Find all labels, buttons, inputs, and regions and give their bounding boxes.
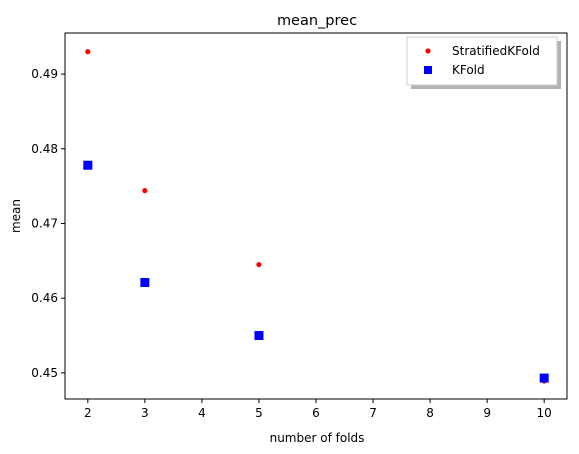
y-tick-label: 0.48 — [31, 142, 58, 156]
x-tick-label: 7 — [369, 406, 377, 420]
x-tick-label: 10 — [537, 406, 552, 420]
chart-title: mean_prec — [277, 13, 357, 29]
data-point-stratifiedkfold — [85, 49, 91, 55]
y-axis-ticks: 0.45 0.46 0.47 0.48 0.49 — [31, 67, 65, 380]
legend-label-kfold: KFold — [452, 63, 485, 77]
legend-label-stratifiedkfold: StratifiedKFold — [452, 44, 540, 58]
data-point-kfold — [140, 277, 150, 287]
data-point-stratifiedkfold — [256, 261, 262, 268]
y-axis-label: mean — [9, 199, 23, 233]
data-point-stratifiedkfold — [142, 188, 148, 194]
plot-area — [64, 32, 568, 400]
data-point-kfold — [539, 373, 549, 383]
x-tick-label: 3 — [141, 406, 149, 420]
x-tick-label: 6 — [312, 406, 320, 420]
data-point-kfold — [254, 331, 264, 341]
x-axis-ticks: 2 3 4 5 6 7 8 9 10 — [84, 399, 552, 420]
x-tick-label: 4 — [198, 406, 206, 420]
data-point-kfold — [83, 160, 93, 170]
data-points — [83, 49, 549, 384]
x-tick-label: 2 — [84, 406, 92, 420]
x-axis-label: number of folds — [270, 431, 365, 445]
y-tick-label: 0.45 — [31, 366, 58, 380]
legend-marker-kfold — [424, 66, 432, 74]
legend-marker-stratifiedkfold — [425, 48, 431, 54]
legend-box — [406, 36, 558, 86]
legend: StratifiedKFold KFold — [406, 36, 561, 89]
x-tick-label: 5 — [255, 406, 263, 420]
y-tick-label: 0.49 — [31, 67, 58, 81]
x-tick-label: 8 — [426, 406, 434, 420]
y-tick-label: 0.46 — [31, 291, 58, 305]
x-tick-label: 9 — [483, 406, 491, 420]
y-tick-label: 0.47 — [31, 216, 58, 230]
